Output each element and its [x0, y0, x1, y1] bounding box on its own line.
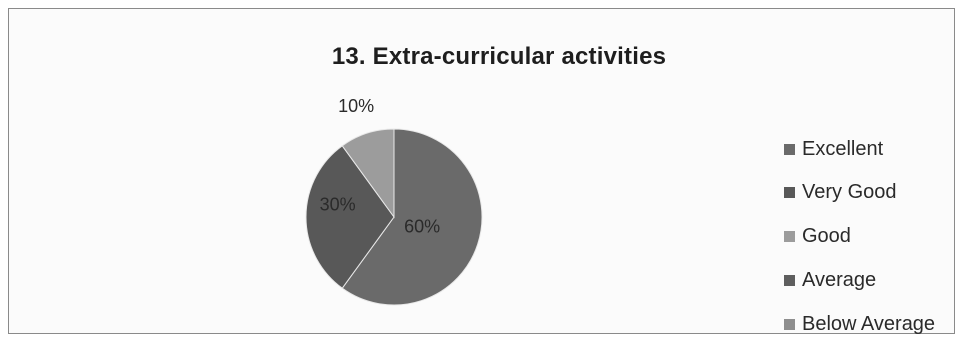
legend-item-below-average: Below Average [784, 312, 935, 336]
pie-slice-very-good [305, 145, 395, 289]
legend-item-good: Good [784, 225, 935, 249]
chart-frame: 13. Extra-curricular activities 60% 30% 10… [8, 8, 955, 335]
legend-swatch [784, 231, 795, 243]
legend-item-very-good: Very Good [784, 181, 935, 205]
pie-chart: 60% 30% 10% [305, 96, 483, 306]
legend-label: Very Good [802, 181, 897, 204]
legend-label: Below Average [802, 312, 936, 335]
legend-swatch [784, 143, 795, 155]
pie-slice-good [341, 128, 395, 219]
data-label-excellent: 60% [404, 216, 440, 236]
legend-swatch [784, 318, 795, 330]
legend-item-average: Average [784, 268, 935, 292]
legend-label: Good [802, 225, 851, 248]
legend-swatch [784, 187, 795, 199]
data-label-very-good: 30% [320, 194, 356, 214]
chart-legend: Excellent Very Good Good Average Below Avera… [784, 137, 935, 356]
pie-slice-excellent [341, 128, 483, 306]
legend-label: Average [802, 268, 877, 291]
legend-item-excellent: Excellent [784, 137, 935, 161]
chart-title: 13. Extra-curricular activities [331, 43, 667, 70]
legend-swatch [784, 274, 795, 286]
legend-label: Excellent [802, 137, 884, 160]
data-label-good: 10% [338, 96, 374, 116]
